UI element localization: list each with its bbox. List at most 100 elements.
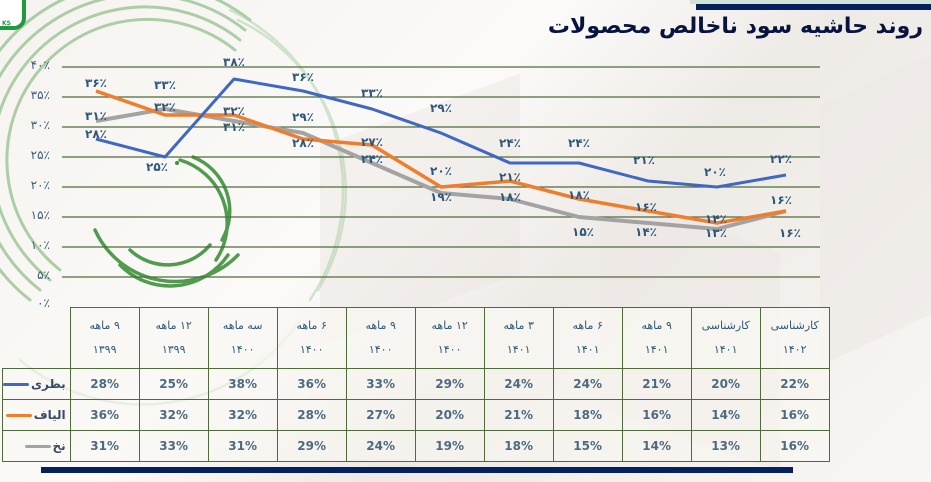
column-header: ۶ ماهه ۱۴۰۱ (552, 307, 623, 369)
data-label-fiber: ۱۸٪ (568, 188, 590, 202)
table-cell: 27% (345, 399, 416, 431)
y-tick: ۳۵٪ (30, 88, 50, 102)
column-header: ۶ ماهه ۱۴۰۰ (276, 307, 347, 369)
table-cell: 24% (483, 368, 554, 400)
data-label-fiber: ۳۲٪ (223, 104, 245, 118)
table-cell: 25% (138, 368, 209, 400)
table-cell: 21% (621, 368, 692, 400)
data-label-battery: ۲۱٪ (633, 153, 655, 167)
table-cell: 28% (276, 399, 347, 431)
y-tick: ۲۵٪ (30, 148, 50, 162)
table-corner (3, 308, 71, 369)
table-row-battery: بطری 28% 25% 38% 36% 33% 29% 24% 24% 21%… (2, 368, 830, 400)
data-label-fiber: ۲۱٪ (499, 170, 521, 184)
y-tick: ۰٪ (37, 296, 50, 310)
company-logo (0, 0, 26, 30)
table-cell: 13% (690, 430, 761, 462)
data-label-fiber: ۳۶٪ (85, 76, 107, 90)
y-tick: ۱۵٪ (30, 208, 50, 222)
data-label-battery: ۳۶٪ (292, 70, 314, 84)
data-label-battery: ۲۸٪ (85, 127, 107, 141)
table-cell: 14% (621, 430, 692, 462)
table-cell: 36% (69, 399, 140, 431)
table-cell: 14% (690, 399, 761, 431)
table-cell: 18% (483, 430, 554, 462)
legend-swatch-battery (3, 383, 29, 386)
table-cell: 38% (207, 368, 278, 400)
data-label-fiber: ۱۴٪ (705, 212, 727, 226)
data-label-fiber: ۱۶٪ (770, 193, 792, 207)
table-cell: 32% (138, 399, 209, 431)
table-cell: 24% (552, 368, 623, 400)
gridlines (62, 66, 820, 278)
legend-swatch-nakh (24, 445, 51, 448)
data-label-battery: ۲۲٪ (770, 152, 792, 166)
data-table: ۹ ماهه ۱۳۹۹ ۱۲ ماهه ۱۳۹۹ سه ماهه ۱۴۰۰ ۶ ماه… (2, 307, 830, 462)
table-cell: 29% (276, 430, 347, 462)
bottom-accent-bar (41, 467, 793, 473)
table-row-fiber: الیاف 36% 32% 32% 28% 27% 20% 21% 18% 16… (2, 399, 830, 431)
table-cell: 15% (552, 430, 623, 462)
legend-battery: بطری (2, 368, 71, 400)
data-label-nakh: ۱۴٪ (635, 225, 657, 239)
y-tick: ۳۰٪ (30, 118, 50, 132)
data-label-nakh: ۱۵٪ (572, 225, 594, 239)
series-line-battery (95, 77, 787, 189)
data-label-nakh: ۲۴٪ (361, 152, 383, 166)
legend-fiber: الیاف (2, 399, 71, 431)
data-label-nakh: ۱۶٪ (779, 226, 801, 240)
data-label-fiber: ۱۶٪ (635, 200, 657, 214)
table-cell: 16% (759, 430, 830, 462)
table-header-row: ۹ ماهه ۱۳۹۹ ۱۲ ماهه ۱۳۹۹ سه ماهه ۱۴۰۰ ۶ ماه… (3, 307, 830, 369)
top-accent-bar (696, 4, 931, 10)
data-label-battery: ۲۵٪ (146, 160, 168, 174)
data-label-fiber: ۲۰٪ (430, 164, 452, 178)
column-header: ۱۲ ماهه ۱۳۹۹ (138, 307, 209, 369)
data-label-nakh: ۳۱٪ (85, 109, 107, 123)
data-label-battery: ۲۴٪ (568, 136, 590, 150)
data-label-battery: ۲۴٪ (499, 136, 521, 150)
column-header: کارشناسی ۱۴۰۱ (690, 307, 761, 369)
data-label-nakh: ۱۹٪ (430, 190, 452, 204)
table-cell: 24% (345, 430, 416, 462)
series-line-nakh (95, 107, 787, 231)
table-cell: 18% (552, 399, 623, 431)
column-header: ۹ ماهه ۱۴۰۰ (345, 307, 416, 369)
data-label-fiber: ۳۲٪ (154, 100, 176, 114)
y-tick: ۴۰٪ (30, 58, 50, 72)
table-row-nakh: نخ 31% 33% 31% 29% 24% 19% 18% 15% 14% 1… (2, 430, 830, 462)
table-cell: 33% (138, 430, 209, 462)
table-cell: 31% (207, 430, 278, 462)
page-title: روند حاشیه سود ناخالص محصولات (547, 14, 923, 39)
y-tick: ۱۰٪ (30, 238, 50, 252)
data-label-battery: ۳۸٪ (223, 55, 245, 69)
data-label-fiber: ۲۸٪ (292, 136, 314, 150)
y-tick: ۲۰٪ (30, 178, 50, 192)
data-label-nakh: ۳۳٪ (154, 78, 176, 92)
column-header: ۳ ماهه ۱۴۰۱ (483, 307, 554, 369)
series-line-fiber (95, 89, 787, 225)
table-cell: 29% (414, 368, 485, 400)
legend-nakh: نخ (2, 430, 71, 462)
table-cell: 33% (345, 368, 416, 400)
table-cell: 28% (69, 368, 140, 400)
table-cell: 21% (483, 399, 554, 431)
data-label-nakh: ۲۹٪ (292, 110, 314, 124)
table-cell: 32% (207, 399, 278, 431)
column-header: ۱۲ ماهه ۱۴۰۰ (414, 307, 485, 369)
data-label-nakh: ۱۸٪ (499, 190, 521, 204)
column-header: ۹ ماهه ۱۳۹۹ (69, 307, 140, 369)
table-cell: 31% (69, 430, 140, 462)
column-header: ۹ ماهه ۱۴۰۱ (621, 307, 692, 369)
column-header: کارشناسی ۱۴۰۲ (759, 307, 830, 369)
data-label-battery: ۲۹٪ (430, 101, 452, 115)
table-cell: 20% (690, 368, 761, 400)
data-label-battery: ۳۳٪ (361, 86, 383, 100)
table-cell: 16% (759, 399, 830, 431)
y-tick: ۵٪ (37, 268, 50, 282)
legend-swatch-fiber (5, 414, 32, 417)
data-label-nakh: ۳۱٪ (223, 120, 245, 134)
table-cell: 19% (414, 430, 485, 462)
data-label-nakh: ۱۳٪ (705, 226, 727, 240)
table-cell: 36% (276, 368, 347, 400)
